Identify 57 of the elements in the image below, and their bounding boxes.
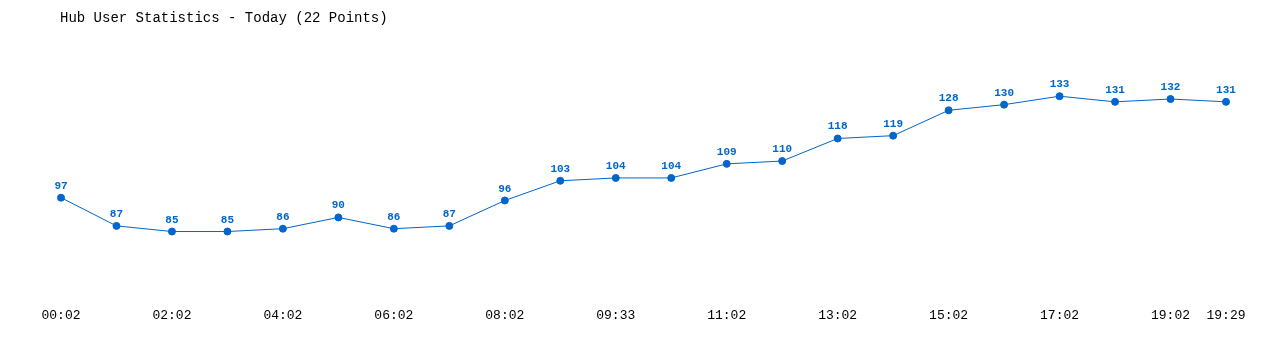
point	[1000, 100, 1009, 109]
x-tick-label: 19:29	[1206, 308, 1246, 324]
point	[778, 157, 787, 166]
data-label: 133	[1049, 78, 1070, 91]
data-label: 131	[1216, 83, 1237, 96]
data-label: 86	[387, 210, 401, 223]
x-tick-label: 00:02	[41, 308, 81, 324]
point	[889, 131, 898, 140]
point	[722, 159, 731, 168]
point	[944, 106, 953, 115]
point	[500, 196, 509, 205]
data-label: 96	[498, 182, 512, 195]
x-tick-label: 17:02	[1040, 308, 1080, 324]
data-label: 87	[109, 207, 124, 220]
point	[833, 134, 842, 143]
data-label: 128	[938, 92, 959, 105]
data-label: 87	[442, 207, 456, 220]
x-tick-label: 15:02	[929, 308, 969, 324]
data-label: 104	[605, 159, 627, 172]
data-label: 131	[1105, 83, 1126, 96]
data-label: 85	[165, 213, 179, 226]
point	[1055, 92, 1064, 101]
x-tick-label: 04:02	[263, 308, 303, 324]
point	[278, 224, 287, 233]
chart-title: Hub User Statistics - Today (22 Points)	[60, 10, 388, 26]
data-label: 97	[54, 179, 68, 192]
x-tick-label: 06:02	[374, 308, 414, 324]
x-tick-label: 19:02	[1151, 308, 1191, 324]
data-label: 90	[331, 199, 345, 212]
point	[1222, 97, 1230, 106]
x-tick-label: 13:02	[818, 308, 858, 324]
data-label: 85	[220, 213, 235, 226]
point	[223, 227, 232, 236]
point	[445, 221, 454, 230]
point	[667, 173, 676, 182]
data-label: 130	[994, 86, 1014, 99]
x-tick-label: 08:02	[485, 308, 525, 324]
point	[112, 221, 121, 230]
data-label: 104	[661, 159, 682, 172]
data-label: 132	[1160, 81, 1181, 94]
x-tick-label: 09:33	[596, 308, 636, 324]
point	[556, 176, 565, 185]
data-label: 86	[276, 210, 290, 223]
x-tick-label: 02:02	[152, 308, 192, 324]
point	[167, 227, 176, 236]
point	[1111, 97, 1120, 106]
data-label: 119	[883, 117, 904, 130]
data-label: 110	[772, 143, 793, 156]
data-label: 118	[827, 120, 848, 133]
point	[611, 173, 620, 182]
data-label: 103	[550, 162, 571, 175]
x-tick-label: 11:02	[707, 308, 747, 324]
point	[334, 213, 343, 222]
point	[1166, 95, 1175, 104]
point	[389, 224, 398, 233]
data-label: 109	[716, 145, 737, 158]
point	[57, 193, 65, 202]
